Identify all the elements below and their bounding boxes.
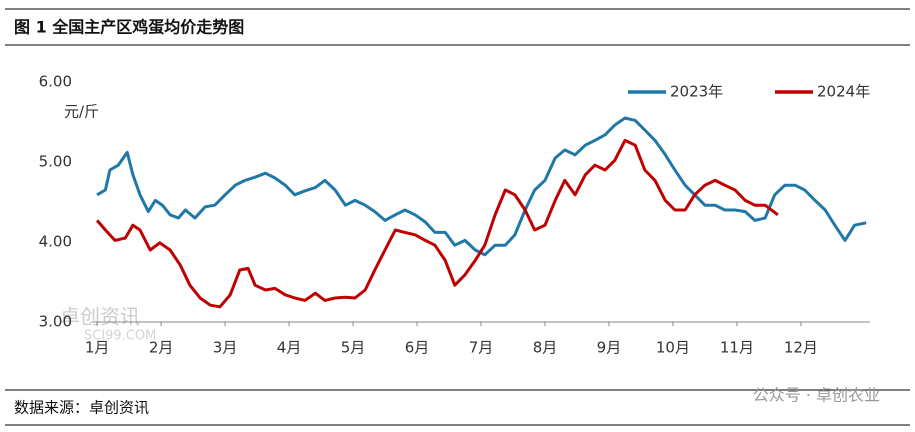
source: 数据来源：卓创资讯 bbox=[14, 399, 149, 417]
x-tick-label: 7月 bbox=[469, 339, 494, 357]
x-tick-label: 10月 bbox=[656, 339, 690, 357]
y-tick-label: 3.00 bbox=[39, 313, 72, 331]
x-tick-label: 6月 bbox=[405, 339, 430, 357]
line-series bbox=[96, 116, 867, 257]
x-tick-label: 4月 bbox=[277, 339, 302, 357]
legend-label: 2024年 bbox=[817, 83, 870, 101]
x-tick-label: 9月 bbox=[597, 339, 622, 357]
x-tick-label: 1月 bbox=[85, 339, 110, 357]
x-tick-label: 3月 bbox=[213, 339, 238, 357]
x-tick-label: 5月 bbox=[341, 339, 366, 357]
y-tick-label: 6.00 bbox=[39, 73, 72, 91]
chart-title: 图 1 全国主产区鸡蛋均价走势图 bbox=[14, 18, 244, 37]
watermark: 卓创资讯 bbox=[60, 305, 140, 329]
y-tick-label: 5.00 bbox=[39, 153, 72, 171]
watermark: SCI99.COM bbox=[84, 329, 156, 344]
x-tick-label: 2月 bbox=[149, 339, 174, 357]
watermark: 公众号 · 卓创农业 bbox=[753, 386, 880, 405]
y-axis-unit: 元/斤 bbox=[64, 103, 99, 121]
y-tick-label: 4.00 bbox=[39, 233, 72, 251]
legend-label: 2023年 bbox=[670, 83, 723, 101]
line-series bbox=[95, 138, 779, 309]
x-tick-label: 11月 bbox=[720, 339, 754, 357]
x-tick-label: 8月 bbox=[533, 339, 558, 357]
x-tick-label: 12月 bbox=[784, 339, 818, 357]
